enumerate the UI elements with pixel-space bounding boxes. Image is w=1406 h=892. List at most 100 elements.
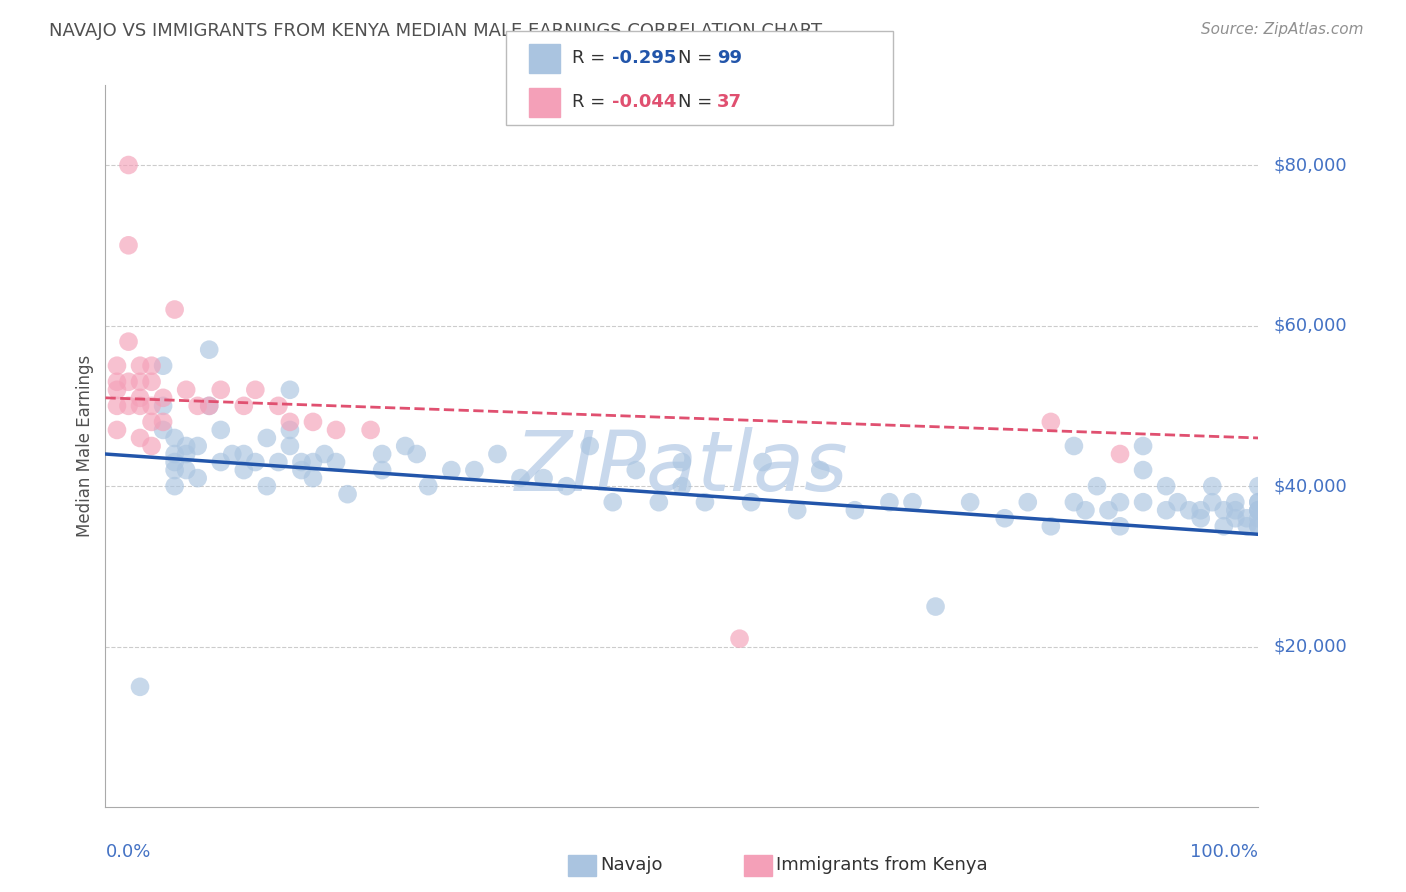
- Text: -0.044: -0.044: [612, 94, 676, 112]
- Point: [105, 375, 128, 389]
- Point: [1074, 503, 1097, 517]
- Point: [1236, 511, 1258, 525]
- Point: [278, 423, 301, 437]
- Point: [129, 680, 152, 694]
- Point: [578, 439, 600, 453]
- Point: [232, 447, 254, 461]
- Point: [1039, 415, 1062, 429]
- Point: [486, 447, 509, 461]
- Point: [117, 375, 139, 389]
- Point: [163, 479, 186, 493]
- Point: [555, 479, 578, 493]
- Point: [105, 399, 128, 413]
- Point: [129, 359, 152, 373]
- Point: [267, 399, 290, 413]
- Point: [174, 463, 197, 477]
- Text: Source: ZipAtlas.com: Source: ZipAtlas.com: [1201, 22, 1364, 37]
- Text: ZIPatlas: ZIPatlas: [515, 427, 849, 508]
- Point: [671, 455, 693, 469]
- Point: [1225, 495, 1247, 509]
- Point: [1247, 503, 1270, 517]
- Point: [105, 423, 128, 437]
- Point: [187, 399, 209, 413]
- Point: [1154, 503, 1177, 517]
- Point: [129, 391, 152, 405]
- Point: [278, 439, 301, 453]
- Text: $80,000: $80,000: [1274, 156, 1347, 174]
- Point: [152, 423, 174, 437]
- Text: 100.0%: 100.0%: [1191, 844, 1258, 862]
- Point: [325, 423, 347, 437]
- Point: [1063, 495, 1085, 509]
- Point: [117, 158, 139, 172]
- Point: [371, 463, 394, 477]
- Point: [174, 383, 197, 397]
- Point: [1132, 439, 1154, 453]
- Point: [994, 511, 1017, 525]
- Point: [924, 599, 946, 614]
- Text: R =: R =: [572, 94, 612, 112]
- Text: $60,000: $60,000: [1274, 317, 1347, 334]
- Point: [418, 479, 440, 493]
- Point: [844, 503, 866, 517]
- Text: 37: 37: [717, 94, 742, 112]
- Point: [1247, 503, 1270, 517]
- Point: [1167, 495, 1189, 509]
- Point: [509, 471, 531, 485]
- Point: [187, 471, 209, 485]
- Point: [440, 463, 463, 477]
- Point: [1247, 511, 1270, 525]
- Point: [209, 383, 232, 397]
- Point: [105, 383, 128, 397]
- Point: [163, 463, 186, 477]
- Point: [1201, 495, 1223, 509]
- Point: [245, 383, 267, 397]
- Point: [163, 302, 186, 317]
- Point: [336, 487, 359, 501]
- Point: [302, 415, 325, 429]
- Point: [602, 495, 624, 509]
- Point: [129, 375, 152, 389]
- Point: [325, 455, 347, 469]
- Point: [1109, 519, 1132, 533]
- Point: [314, 447, 336, 461]
- Text: N =: N =: [678, 94, 717, 112]
- Point: [141, 375, 163, 389]
- Point: [232, 399, 254, 413]
- Point: [152, 399, 174, 413]
- Point: [1109, 447, 1132, 461]
- Point: [141, 359, 163, 373]
- Point: [198, 399, 221, 413]
- Point: [959, 495, 981, 509]
- Point: [1247, 503, 1270, 517]
- Text: 0.0%: 0.0%: [105, 844, 150, 862]
- Point: [209, 455, 232, 469]
- Point: [624, 463, 647, 477]
- Point: [105, 359, 128, 373]
- Point: [152, 359, 174, 373]
- Text: Immigrants from Kenya: Immigrants from Kenya: [776, 856, 988, 874]
- Point: [1201, 479, 1223, 493]
- Point: [129, 399, 152, 413]
- Point: [671, 479, 693, 493]
- Point: [163, 447, 186, 461]
- Point: [117, 399, 139, 413]
- Point: [302, 455, 325, 469]
- Point: [198, 399, 221, 413]
- Point: [290, 463, 312, 477]
- Point: [1247, 479, 1270, 493]
- Point: [141, 439, 163, 453]
- Point: [394, 439, 416, 453]
- Point: [1063, 439, 1085, 453]
- Point: [256, 479, 278, 493]
- Text: N =: N =: [678, 49, 717, 68]
- Point: [302, 471, 325, 485]
- Point: [648, 495, 671, 509]
- Point: [117, 238, 139, 252]
- Point: [371, 447, 394, 461]
- Point: [360, 423, 382, 437]
- Point: [1225, 511, 1247, 525]
- Text: R =: R =: [572, 49, 612, 68]
- Point: [290, 455, 312, 469]
- Point: [808, 463, 831, 477]
